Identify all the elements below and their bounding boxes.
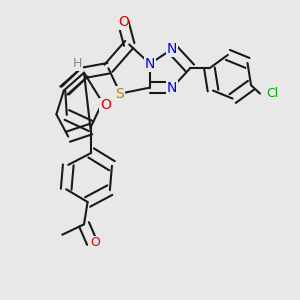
Text: S: S (115, 86, 124, 100)
Text: O: O (118, 15, 129, 29)
Text: N: N (167, 81, 178, 94)
Text: H: H (73, 57, 82, 70)
Text: Cl: Cl (267, 87, 279, 100)
Text: O: O (100, 98, 111, 112)
Text: O: O (91, 236, 100, 249)
Text: N: N (167, 42, 178, 56)
Text: N: N (145, 57, 155, 71)
